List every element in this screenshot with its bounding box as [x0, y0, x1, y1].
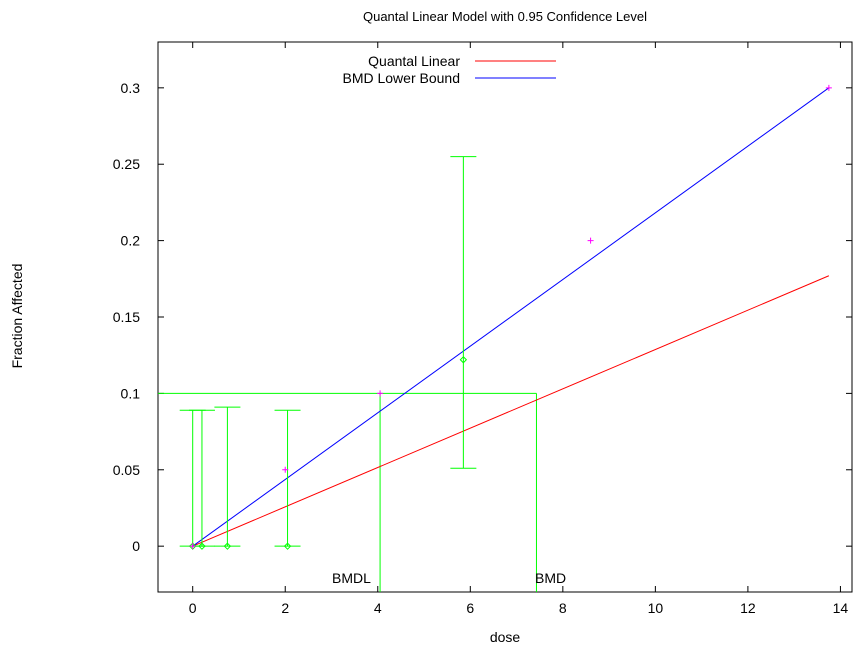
lower-bound-marker [189, 543, 196, 550]
observed-point [223, 542, 232, 550]
series-line-bmd-lower-bound [192, 87, 830, 547]
observed-point [283, 542, 292, 550]
legend-label-bmd-lower-bound: BMD Lower Bound [342, 70, 460, 86]
y-axis-label: Fraction Affected [9, 264, 25, 369]
axis-ticks [158, 42, 852, 592]
y-tick-label: 0 [132, 538, 140, 554]
legend-label-quantal-linear: Quantal Linear [368, 53, 460, 69]
chart-title: Quantal Linear Model with 0.95 Confidenc… [363, 9, 647, 24]
x-tick-label: 4 [374, 600, 382, 616]
bmd-label: BMD [535, 570, 566, 586]
y-tick-label: 0.15 [113, 309, 140, 325]
x-tick-label: 12 [740, 600, 756, 616]
x-tick-label: 8 [559, 600, 567, 616]
x-tick-label: 6 [466, 600, 474, 616]
x-tick-label: 0 [189, 600, 197, 616]
y-tick-label: 0.3 [121, 80, 141, 96]
error-bars [179, 156, 477, 547]
bmdl-label: BMDL [332, 570, 371, 586]
observed-point [459, 356, 468, 364]
legend: Quantal Linear BMD Lower Bound [342, 53, 556, 86]
x-tick-label: 14 [833, 600, 849, 616]
x-tick-label: 10 [648, 600, 664, 616]
tick-labels: 0 2 4 6 8 10 12 14 0 0.05 0.1 0.15 0.2 0.25 0.3 [113, 80, 849, 616]
lower-bound-marker [377, 390, 384, 397]
data-markers [188, 84, 832, 550]
x-tick-label: 2 [281, 600, 289, 616]
x-axis-label: dose [490, 629, 521, 645]
lower-bound-marker [587, 237, 594, 244]
y-tick-label: 0.1 [121, 385, 141, 401]
series-line-quantal-linear [192, 275, 830, 547]
model-curves [192, 87, 830, 547]
observed-point [198, 542, 206, 550]
bmr-reference-lines [158, 392, 537, 592]
lower-bound-marker [825, 84, 832, 91]
y-tick-label: 0.25 [113, 156, 140, 172]
y-tick-label: 0.05 [113, 462, 140, 478]
plot-frame [157, 41, 853, 593]
y-tick-label: 0.2 [121, 233, 141, 249]
lower-bound-marker [282, 466, 289, 473]
